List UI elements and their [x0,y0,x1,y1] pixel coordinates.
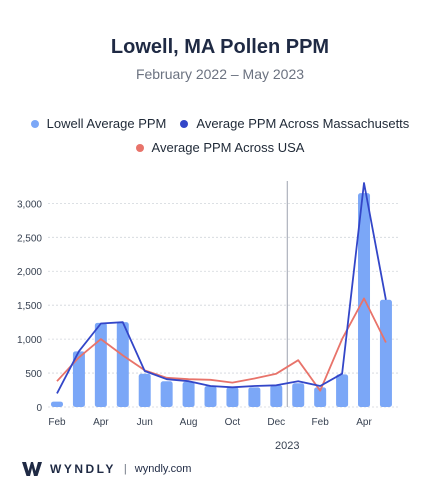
bar-lowell [379,299,392,407]
legend-label-massachusetts: Average PPM Across Massachusetts [196,116,410,131]
y-tick-label: 1,500 [17,301,42,312]
footer: WYNDLY | wyndly.com [22,462,191,476]
legend-item-lowell: Lowell Average PPM [30,116,167,131]
bar-lowell [160,381,173,407]
legend-label-lowell: Lowell Average PPM [46,116,167,131]
bar-lowell [182,381,195,407]
x-tick-label: Aug [180,417,198,428]
y-tick-label: 2,000 [17,267,42,278]
x-year-label: 2023 [275,440,299,452]
legend-row-1: Lowell Average PPM Average PPM Across Ma… [0,116,440,131]
bar-lowell [226,387,239,407]
bar-lowell [248,387,261,407]
bar-lowell [116,322,129,407]
legend-item-usa: Average PPM Across USA [135,140,305,155]
brand-name: WYNDLY [50,462,116,476]
bar-lowell [94,322,107,407]
x-tick-label: Apr [93,417,109,428]
legend-item-massachusetts: Average PPM Across Massachusetts [180,116,409,131]
y-tick-label: 1,000 [17,335,42,346]
bar-lowell [292,383,305,407]
bar-lowell [138,373,151,407]
chart-title: Lowell, MA Pollen PPM [110,36,330,58]
legend-row-2: Average PPM Across USA [0,140,440,155]
bar-lowell [336,374,349,407]
bar-lowell [204,385,217,407]
x-tick-label: Oct [225,417,241,428]
x-tick-label: Apr [356,417,372,428]
x-tick-label: Dec [267,417,285,428]
footer-separator: | [123,463,127,475]
legend-swatch-usa [135,143,144,152]
bar-lowell [270,385,283,407]
y-tick-label: 0 [36,403,42,414]
legend-swatch-massachusetts [180,119,189,128]
bar-lowell [51,401,63,407]
y-tick-label: 500 [25,369,42,380]
line-usa [56,297,387,392]
x-tick-label: Feb [48,417,66,428]
y-tick-label: 3,000 [17,199,42,210]
line-massachusetts [56,182,387,394]
footer-url: wyndly.com [134,463,192,475]
wyndly-logo-icon [22,462,42,476]
y-tick-label: 2,500 [17,233,42,244]
chart-subtitle: February 2022 – May 2023 [135,66,305,82]
legend-swatch-lowell [30,119,39,128]
x-tick-label: Jun [137,417,153,428]
x-tick-label: Feb [312,417,330,428]
bar-lowell [72,351,85,407]
legend-label-usa: Average PPM Across USA [151,140,305,155]
bar-lowell [314,387,327,407]
